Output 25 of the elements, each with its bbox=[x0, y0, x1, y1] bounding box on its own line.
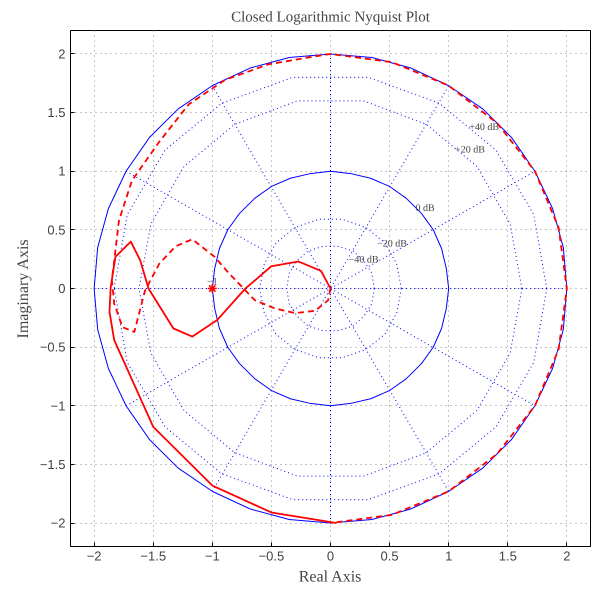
x-tick-label: 0 bbox=[326, 548, 334, 564]
annotation: −20 dB bbox=[377, 238, 408, 250]
x-tick-label: −0.5 bbox=[258, 548, 284, 564]
y-tick-label: 1 bbox=[58, 164, 66, 179]
x-axis-title: Real Axis bbox=[298, 568, 362, 586]
y-tick-label: 1.5 bbox=[47, 105, 66, 120]
y-tick-label: −2 bbox=[50, 516, 66, 531]
annotation: −40 dB bbox=[348, 254, 379, 266]
chart-title: Closed Logarithmic Nyquist Plot bbox=[231, 10, 431, 26]
y-tick-label: 2 bbox=[58, 46, 66, 62]
x-tick-label: 1 bbox=[445, 548, 452, 564]
x-tick-label: −1.5 bbox=[140, 548, 166, 564]
y-tick-label: −1 bbox=[50, 398, 66, 414]
y-tick-label: 0 bbox=[58, 281, 66, 296]
annotation: +20 dB bbox=[455, 144, 486, 156]
x-tick-label: 0.5 bbox=[380, 548, 399, 564]
y-tick-label: −0.5 bbox=[40, 340, 66, 355]
annotation: +40 dB bbox=[469, 122, 500, 134]
y-axis-title: Imaginary Axis bbox=[14, 239, 32, 338]
x-tick-label: −2 bbox=[86, 548, 102, 564]
x-tick-label: 2 bbox=[563, 548, 570, 564]
y-tick-label: −1.5 bbox=[40, 456, 66, 472]
y-tick-label: 0.5 bbox=[47, 222, 66, 238]
x-tick-label: 1.5 bbox=[498, 548, 517, 564]
x-tick-label: −1 bbox=[204, 548, 220, 564]
